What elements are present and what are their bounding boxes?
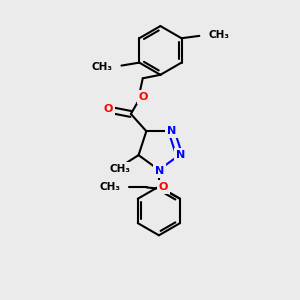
- Text: CH₃: CH₃: [92, 62, 112, 72]
- Text: N: N: [176, 150, 185, 160]
- Text: O: O: [139, 92, 148, 102]
- Text: N: N: [167, 126, 177, 136]
- Text: N: N: [155, 166, 164, 176]
- Text: CH₃: CH₃: [208, 30, 229, 40]
- Text: CH₃: CH₃: [100, 182, 121, 193]
- Text: O: O: [159, 182, 168, 192]
- Text: O: O: [103, 104, 113, 114]
- Text: CH₃: CH₃: [109, 164, 130, 174]
